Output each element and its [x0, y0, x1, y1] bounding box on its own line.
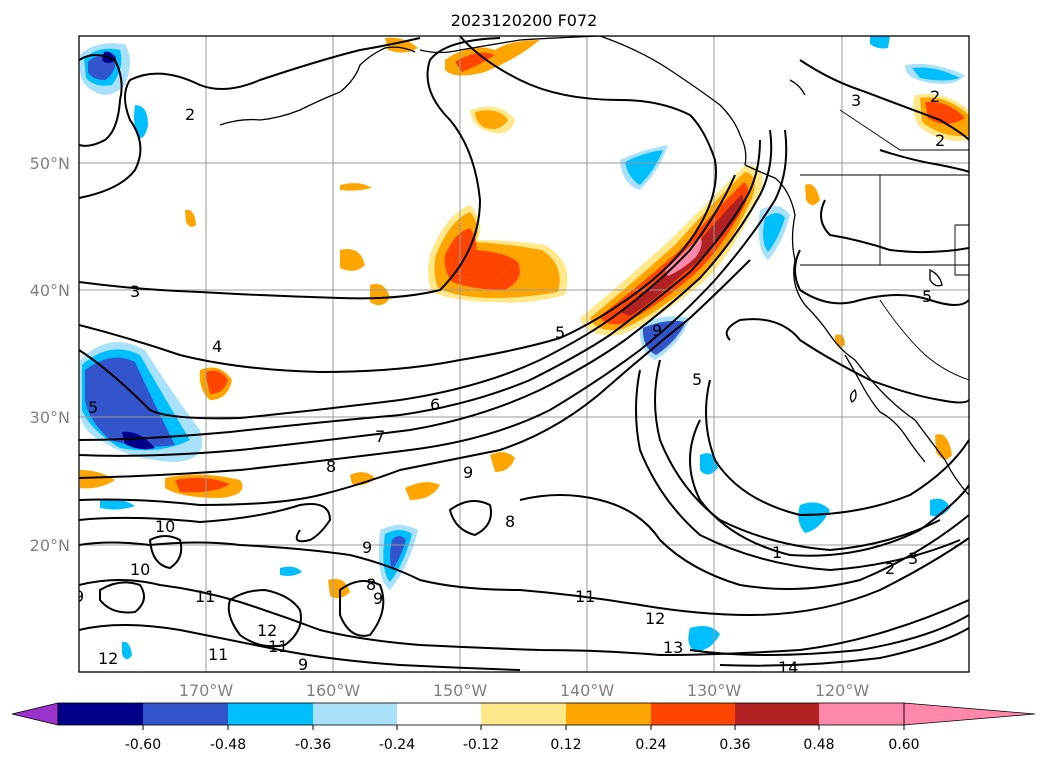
contour-label: 8 [326, 457, 336, 476]
colorbar-segment [735, 703, 819, 725]
contour-label: 11 [575, 587, 595, 606]
map-frame [78, 35, 970, 673]
contour-label: 12 [645, 609, 665, 628]
lon-label: 160°W [306, 681, 361, 700]
colorbar: -0.60 -0.48 -0.36 -0.24 -0.12 0.12 0.24 … [11, 702, 1036, 753]
contour-label: 4 [212, 337, 222, 356]
colorbar-segment [228, 703, 313, 725]
contour-labels: 2 3 4 5 6 7 8 9 10 11 12 13 14 1 2 3 5 5… [74, 87, 945, 677]
map-panel: 2 3 4 5 6 7 8 9 10 11 12 13 14 1 2 3 5 5… [74, 36, 969, 677]
contour-label: 5 [555, 323, 565, 342]
colorbar-tick-label: 0.60 [888, 737, 919, 753]
lon-label: 120°W [815, 681, 870, 700]
contour-label: 8 [366, 575, 376, 594]
colorbar-extend-right [903, 702, 1036, 726]
colorbar-tick-label: 0.48 [803, 737, 834, 753]
lon-label: 140°W [560, 681, 615, 700]
latitude-labels: 50°N 40°N 30°N 20°N [30, 154, 70, 555]
shaded-fields [80, 36, 969, 660]
colorbar-tick-label: 0.24 [635, 737, 666, 753]
colorbar-segment [566, 703, 651, 725]
contour-label: 3 [851, 91, 861, 110]
contour-lines [79, 36, 969, 671]
contour-label: 9 [362, 538, 372, 557]
contour-label: 3 [908, 549, 918, 568]
colorbar-extend-left [11, 702, 59, 726]
colorbar-tick-label: -0.24 [379, 737, 415, 753]
longitude-labels: 170°W 160°W 150°W 140°W 130°W 120°W [179, 681, 870, 700]
lat-label: 50°N [30, 154, 70, 173]
contour-label: 9 [463, 463, 473, 482]
contour-label: 5 [88, 398, 98, 417]
contour-label: 3 [130, 282, 140, 301]
colorbar-segment [143, 703, 228, 725]
lon-label: 170°W [179, 681, 234, 700]
colorbar-tick-label: -0.36 [295, 737, 331, 753]
lat-label: 40°N [30, 281, 70, 300]
map-title: 2023120200 F072 [451, 11, 598, 30]
contour-label: 9 [298, 655, 308, 674]
contour-label: 12 [257, 621, 277, 640]
contour-label: 5 [692, 370, 702, 389]
contour-label: 6 [430, 395, 440, 414]
lat-label: 20°N [30, 536, 70, 555]
contour-label: 2 [885, 559, 895, 578]
contour-label: 11 [195, 587, 215, 606]
contour-label: 14 [778, 658, 798, 677]
colorbar-tick-label: -0.60 [125, 737, 161, 753]
contour-label: 13 [663, 638, 683, 657]
lat-label: 30°N [30, 408, 70, 427]
contour-label: 8 [505, 512, 515, 531]
contour-label: 2 [185, 105, 195, 124]
coastlines [219, 36, 969, 496]
contour-label: 10 [130, 560, 150, 579]
contour-label: 11 [208, 645, 228, 664]
contour-label: 2 [935, 131, 945, 150]
colorbar-tick-label: -0.48 [210, 737, 246, 753]
contour-label: 1 [772, 543, 782, 562]
contour-label: 2 [930, 87, 940, 106]
colorbar-tick-label: -0.12 [463, 737, 499, 753]
contour-label: 9 [652, 321, 662, 340]
contour-label: 9 [74, 587, 84, 606]
contour-label: 7 [375, 427, 385, 446]
colorbar-segment [651, 703, 735, 725]
colorbar-segment [819, 703, 904, 725]
colorbar-segment [397, 703, 481, 725]
colorbar-segment [481, 703, 566, 725]
colorbar-segment [313, 703, 397, 725]
colorbar-tick-label: 0.12 [550, 737, 581, 753]
contour-label: 11 [268, 637, 288, 656]
colorbar-segment [58, 703, 143, 725]
lon-label: 150°W [433, 681, 488, 700]
colorbar-tick-label: 0.36 [719, 737, 750, 753]
contour-label: 12 [98, 649, 118, 668]
grid-lines [79, 36, 969, 672]
lon-label: 130°W [687, 681, 742, 700]
contour-label: 10 [155, 517, 175, 536]
contour-label: 9 [373, 589, 383, 608]
contour-label: 5 [922, 287, 932, 306]
